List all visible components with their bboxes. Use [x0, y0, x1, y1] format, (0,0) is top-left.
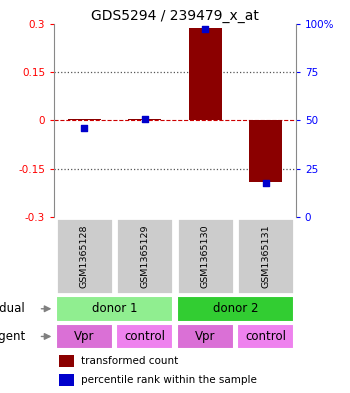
Point [263, 179, 268, 185]
Text: GSM1365131: GSM1365131 [261, 224, 270, 288]
FancyBboxPatch shape [56, 296, 173, 321]
Point [202, 26, 208, 33]
Bar [249, 121, 282, 182]
Text: transformed count: transformed count [81, 356, 178, 366]
Text: control: control [124, 330, 165, 343]
Text: Vpr: Vpr [195, 330, 216, 343]
Point [142, 116, 148, 122]
Text: GSM1365128: GSM1365128 [80, 224, 89, 288]
FancyBboxPatch shape [56, 218, 113, 294]
FancyBboxPatch shape [177, 324, 233, 349]
Title: GDS5294 / 239479_x_at: GDS5294 / 239479_x_at [91, 9, 259, 22]
Text: GSM1365129: GSM1365129 [140, 224, 149, 288]
Text: control: control [245, 330, 286, 343]
Text: donor 1: donor 1 [92, 302, 137, 315]
FancyBboxPatch shape [117, 218, 173, 294]
FancyBboxPatch shape [117, 324, 173, 349]
Bar [59, 375, 74, 386]
Text: percentile rank within the sample: percentile rank within the sample [81, 375, 257, 385]
FancyBboxPatch shape [237, 324, 294, 349]
FancyBboxPatch shape [177, 296, 294, 321]
Point [82, 125, 87, 131]
Bar [189, 28, 222, 121]
Text: agent: agent [0, 330, 25, 343]
FancyBboxPatch shape [177, 218, 233, 294]
Bar [59, 355, 74, 367]
FancyBboxPatch shape [237, 218, 294, 294]
Bar [128, 119, 161, 121]
Text: GSM1365130: GSM1365130 [201, 224, 210, 288]
Text: Vpr: Vpr [74, 330, 95, 343]
Bar [68, 119, 101, 121]
FancyBboxPatch shape [56, 324, 113, 349]
Text: individual: individual [0, 302, 25, 315]
Text: donor 2: donor 2 [213, 302, 258, 315]
